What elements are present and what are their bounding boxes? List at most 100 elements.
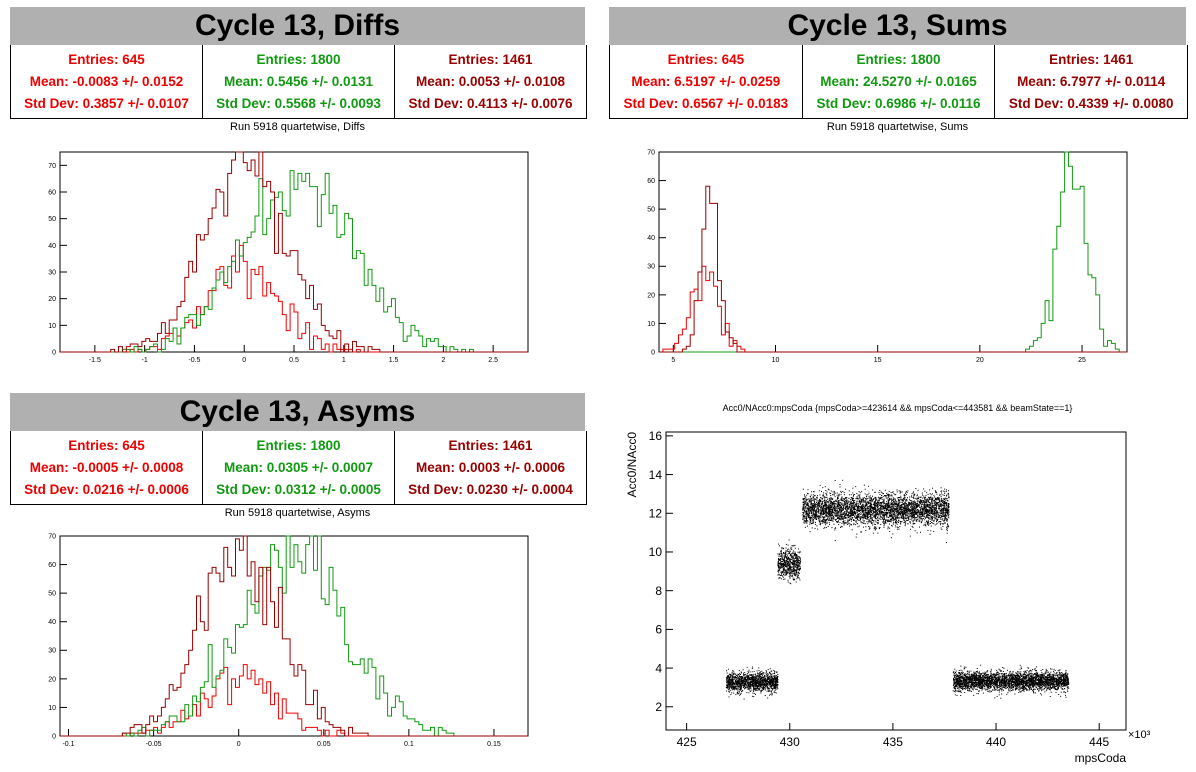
scatter-point: [890, 507, 892, 509]
scatter-point: [774, 673, 775, 674]
sums-stats-green: Entries: 1800 Mean: 24.5270 +/- 0.0165 S…: [803, 45, 996, 118]
scatter-point: [832, 508, 834, 510]
scatter-point: [898, 520, 900, 522]
scatter-point: [841, 515, 842, 517]
scatter-point: [921, 492, 923, 494]
scatter-point: [795, 566, 797, 568]
scatter-point: [757, 678, 759, 680]
scatter-point: [727, 688, 729, 690]
scatter-point: [736, 687, 738, 689]
scatter-point: [896, 510, 898, 512]
scatter-point: [834, 491, 836, 493]
scatter-point: [790, 556, 792, 558]
scatter-point: [842, 521, 844, 523]
scatter-point: [940, 487, 942, 489]
scatter-point: [735, 673, 737, 675]
scatter-point: [739, 680, 741, 682]
scatter-point: [860, 506, 862, 508]
scatter-point: [743, 680, 745, 681]
scatter-point: [841, 526, 843, 528]
scatter-point: [902, 503, 904, 505]
asyms-title: Cycle 13, Asyms: [10, 393, 585, 431]
scatter-point: [940, 496, 942, 498]
scatter-point: [943, 507, 945, 509]
scatter-point: [834, 502, 836, 504]
scatter-point: [753, 677, 755, 679]
scatter-point: [936, 498, 938, 500]
scatter-point: [916, 498, 918, 500]
scatter-point: [924, 508, 926, 510]
scatter-point: [884, 503, 886, 505]
scatter-point: [744, 684, 746, 686]
scatter-point: [852, 503, 854, 505]
scatter-point: [898, 499, 900, 501]
scatter-point: [772, 687, 774, 689]
scatter-point: [771, 685, 773, 687]
scatter-point: [932, 513, 934, 515]
scatter-point: [871, 523, 873, 524]
scatter-point: [797, 560, 799, 562]
scatter-point: [779, 558, 781, 560]
scatter-point: [769, 690, 771, 692]
scatter-point: [947, 509, 949, 511]
scatter-point: [948, 511, 950, 513]
scatter-point: [796, 561, 798, 563]
scatter-point: [946, 527, 948, 528]
scatter-point: [834, 515, 836, 517]
scatter-point: [732, 683, 734, 685]
scatter-point: [931, 507, 933, 509]
scatter-point: [879, 515, 881, 517]
scatter-point: [778, 563, 779, 565]
scatter-point: [745, 677, 746, 679]
scatter-point: [793, 557, 794, 559]
scatter-point: [922, 494, 923, 496]
scatter-point: [805, 508, 807, 510]
scatter-point: [920, 507, 922, 509]
scatter-point: [896, 510, 898, 511]
scatter-point: [789, 582, 791, 584]
scatter-point: [748, 687, 750, 689]
scatter-point: [805, 521, 807, 522]
scatter-point: [852, 514, 853, 516]
scatter-point: [923, 495, 925, 497]
y-tick-label: 10: [48, 323, 56, 330]
scatter-point: [842, 521, 844, 522]
scatter-point: [798, 573, 800, 575]
scatter-point: [786, 561, 787, 563]
scatter-point: [738, 678, 740, 680]
scatter-point: [858, 516, 860, 518]
scatter-point: [803, 515, 805, 517]
scatter-point: [939, 522, 941, 524]
scatter-point: [839, 511, 841, 513]
scatter-point: [819, 484, 821, 486]
scatter-point: [779, 568, 781, 570]
scatter-point: [926, 506, 928, 508]
scatter-point: [795, 560, 797, 562]
scatter-point: [920, 512, 922, 514]
scatter-point: [918, 504, 920, 506]
scatter-point: [793, 569, 795, 571]
scatter-point: [866, 496, 868, 497]
scatter-point: [809, 498, 811, 500]
scatter-point: [781, 554, 783, 556]
scatter-point: [737, 681, 739, 683]
sums-title: Cycle 13, Sums: [609, 7, 1186, 45]
scatter-point: [750, 687, 752, 689]
scatter-point: [774, 679, 776, 681]
scatter-point: [840, 498, 842, 500]
scatter-point: [815, 513, 817, 515]
scatter-point: [758, 686, 760, 687]
scatter-point: [788, 563, 790, 565]
scatter-point: [787, 572, 789, 574]
scatter-point: [892, 491, 894, 493]
scatter-point: [941, 508, 943, 510]
scatter-point: [823, 504, 825, 506]
scatter-point: [813, 514, 815, 516]
scatter-point: [946, 530, 948, 532]
scatter-point: [850, 512, 852, 514]
scatter-point: [837, 513, 839, 515]
scatter-point: [853, 509, 855, 511]
scatter-point: [744, 686, 746, 688]
scatter-point: [780, 551, 782, 553]
scatter-point: [823, 507, 825, 509]
